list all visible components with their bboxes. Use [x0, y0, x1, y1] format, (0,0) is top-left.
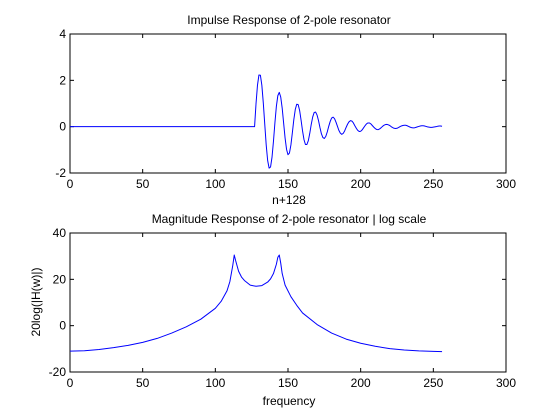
y-tick-label: 0	[59, 319, 66, 333]
x-tick-label: 250	[423, 376, 443, 390]
x-tick-label: 100	[205, 376, 225, 390]
x-tick-label: 250	[423, 177, 443, 191]
y-tick-label: 0	[59, 120, 66, 134]
x-axis-label: n+128	[272, 193, 306, 207]
x-tick-label: 300	[496, 177, 516, 191]
y-axis-label: 20log(|H(w)|)	[29, 268, 43, 337]
y-tick-label: 20	[53, 272, 67, 286]
chart-title: Magnitude Response of 2-pole resonator |…	[152, 212, 427, 226]
x-tick-label: 100	[205, 177, 225, 191]
y-tick-label: -2	[55, 166, 66, 180]
x-tick-label: 0	[67, 177, 74, 191]
x-tick-label: 200	[351, 177, 371, 191]
x-tick-label: 50	[136, 177, 150, 191]
x-tick-label: 0	[67, 376, 74, 390]
x-axis-label: frequency	[263, 394, 316, 408]
y-tick-label: 40	[53, 226, 67, 240]
x-tick-label: 50	[136, 376, 150, 390]
series-line	[70, 74, 443, 169]
y-tick-label: -20	[49, 365, 67, 379]
chart-title: Impulse Response of 2-pole resonator	[187, 13, 390, 27]
x-tick-label: 300	[496, 376, 516, 390]
x-tick-label: 150	[278, 177, 298, 191]
series-line	[69, 254, 443, 353]
x-tick-label: 200	[351, 376, 371, 390]
impulse-response-chart: Impulse Response of 2-pole resonator 0 50…	[55, 13, 516, 207]
y-tick-label: 4	[59, 27, 66, 41]
y-tick-label: 2	[59, 73, 66, 87]
magnitude-response-chart: Magnitude Response of 2-pole resonator |…	[29, 212, 516, 408]
x-tick-label: 150	[278, 376, 298, 390]
